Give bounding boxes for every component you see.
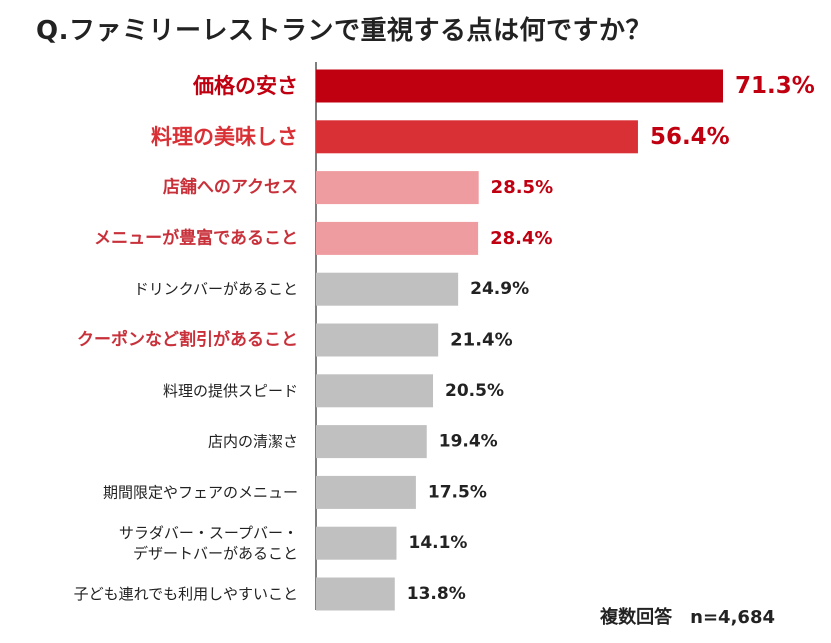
category-label: 料理の提供スピード xyxy=(163,382,298,400)
bar xyxy=(316,323,439,357)
bar xyxy=(316,272,459,306)
value-label: 19.4% xyxy=(439,432,498,452)
category-label: 価格の安さ xyxy=(192,74,298,98)
value-label: 13.8% xyxy=(407,584,466,604)
chart-title: Q.ファミリーレストランで重視する点は何ですか？ xyxy=(36,16,652,46)
bar xyxy=(316,577,395,611)
bar xyxy=(316,221,479,255)
value-label: 14.1% xyxy=(408,533,467,553)
category-label: 店内の清潔さ xyxy=(208,433,298,451)
category-label: 子ども連れでも利用しやすいこと xyxy=(74,585,298,603)
category-label: メニューが豊富であること xyxy=(94,227,298,248)
value-label: 28.4% xyxy=(490,228,552,249)
value-label: 20.5% xyxy=(445,381,504,401)
category-label: サラダバー・スープバー・デザートバーがあること xyxy=(119,524,298,562)
bar xyxy=(316,69,723,103)
value-label: 17.5% xyxy=(428,482,487,502)
value-label: 71.3% xyxy=(735,73,815,99)
bar xyxy=(316,374,434,408)
value-label: 28.5% xyxy=(491,177,553,198)
category-label: 期間限定やフェアのメニュー xyxy=(103,483,298,501)
bar xyxy=(316,171,479,205)
value-label: 21.4% xyxy=(450,330,512,351)
category-label: クーポンなど割引があること xyxy=(77,329,298,350)
category-label: ドリンクバーがあること xyxy=(134,280,298,298)
bar xyxy=(316,475,416,509)
category-label: 店舗へのアクセス xyxy=(163,177,298,198)
bar xyxy=(316,425,427,459)
category-label: 料理の美味しさ xyxy=(151,125,298,149)
value-label: 56.4% xyxy=(650,124,730,150)
sample-note: 複数回答 n=4,684 xyxy=(600,607,775,628)
value-label: 24.9% xyxy=(470,279,529,299)
bar xyxy=(316,526,397,560)
bar xyxy=(316,120,638,154)
